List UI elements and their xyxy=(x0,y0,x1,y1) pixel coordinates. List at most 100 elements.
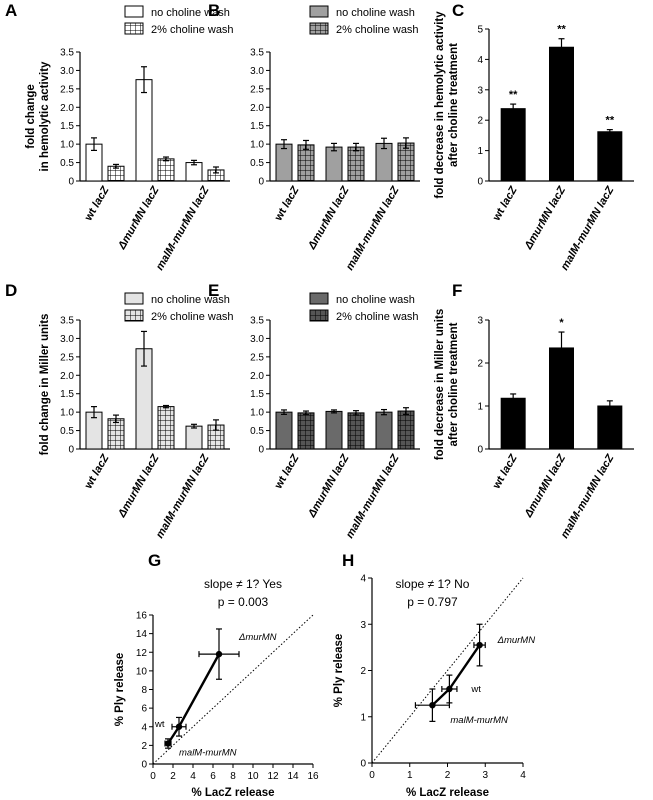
x-category-label: wt lacZ xyxy=(82,183,112,223)
bar xyxy=(500,397,526,450)
y-tick-label: 2.0 xyxy=(60,371,74,382)
x-category-label: wt lacZ xyxy=(490,451,520,491)
y-tick-label: 2 xyxy=(477,116,483,127)
significance-marker: ** xyxy=(509,89,518,101)
y-tick-label: 0 xyxy=(258,445,264,456)
bar xyxy=(347,146,365,182)
significance-marker: ** xyxy=(606,115,615,127)
point-label: ΔmurMN xyxy=(238,632,277,643)
x-category-label: ΔmurMN lacZ xyxy=(522,451,569,520)
y-tick-label: 8 xyxy=(141,685,147,696)
legend-label: no choline wash xyxy=(151,7,230,19)
y-axis-label: after choline treatment xyxy=(448,43,460,167)
legend-swatch xyxy=(124,292,144,305)
x-tick-label: 0 xyxy=(369,770,375,781)
bar xyxy=(157,158,175,182)
bar xyxy=(107,418,125,450)
bar xyxy=(297,144,315,182)
data-point xyxy=(429,701,436,709)
x-category-label: malM-murMN lacZ xyxy=(344,183,402,272)
y-axis-label: in hemolytic activity xyxy=(39,61,51,172)
x-category-label: wt lacZ xyxy=(490,183,520,223)
bar xyxy=(297,412,315,450)
chart-title: slope ≠ 1? Yes xyxy=(204,577,282,591)
x-tick-label: 4 xyxy=(190,771,196,782)
x-tick-label: 14 xyxy=(287,771,299,782)
y-tick-label: 0 xyxy=(68,445,74,456)
y-tick-label: 0 xyxy=(68,177,74,188)
legend-label: 2% choline wash xyxy=(151,24,234,36)
x-category-label: malM-murMN lacZ xyxy=(344,451,402,540)
bar xyxy=(135,79,153,182)
y-tick-label: 0 xyxy=(360,759,366,770)
x-tick-label: 1 xyxy=(407,770,413,781)
significance-marker: * xyxy=(559,317,564,329)
x-tick-label: 16 xyxy=(307,771,319,782)
panel-label: E xyxy=(208,281,219,300)
bar xyxy=(397,410,415,450)
legend-swatch xyxy=(124,309,144,322)
y-axis-label: fold change xyxy=(25,84,37,149)
chart-title: p = 0.797 xyxy=(407,595,458,609)
y-tick-label: 1 xyxy=(477,402,483,413)
panel-label: H xyxy=(342,551,354,570)
panel-label: D xyxy=(5,281,17,300)
chart-title: slope ≠ 1? No xyxy=(396,577,470,591)
panel-label: B xyxy=(208,1,220,20)
y-tick-label: 0 xyxy=(477,177,483,188)
legend-swatch xyxy=(309,5,329,18)
legend-swatch xyxy=(309,22,329,35)
y-axis-label: % Ply release xyxy=(333,634,345,708)
x-tick-label: 4 xyxy=(520,770,526,781)
legend-label: 2% choline wash xyxy=(336,24,419,36)
bar xyxy=(500,108,526,182)
legend-swatch xyxy=(309,292,329,305)
y-tick-label: 3.5 xyxy=(250,316,264,327)
bar xyxy=(325,146,343,182)
data-point xyxy=(164,740,172,747)
x-tick-label: 2 xyxy=(445,770,451,781)
x-axis-label: % LacZ release xyxy=(191,787,274,799)
x-category-label: wt lacZ xyxy=(272,183,302,223)
y-tick-label: 1.0 xyxy=(60,408,74,419)
y-tick-label: 2 xyxy=(141,741,147,752)
y-tick-label: 16 xyxy=(136,611,148,622)
significance-marker: ** xyxy=(557,24,566,36)
bar xyxy=(275,411,293,450)
y-tick-label: 0 xyxy=(258,177,264,188)
y-tick-label: 2.5 xyxy=(250,352,264,363)
fit-line xyxy=(431,644,481,707)
y-tick-label: 3.5 xyxy=(250,48,264,59)
y-tick-label: 0.5 xyxy=(250,158,264,169)
x-category-label: ΔmurMN lacZ xyxy=(306,451,353,520)
bar xyxy=(185,425,203,450)
y-tick-label: 1 xyxy=(477,146,483,157)
x-tick-label: 10 xyxy=(247,771,259,782)
point-label: malM-murMN xyxy=(179,748,237,759)
y-tick-label: 1.5 xyxy=(250,121,264,132)
legend-label: 2% choline wash xyxy=(336,311,419,323)
panel-label: F xyxy=(452,281,462,300)
data-point xyxy=(446,685,453,693)
y-tick-label: 3 xyxy=(360,620,366,631)
panel-f: F 0 1 2 3 fold decrease in Miller units after … xyxy=(434,281,634,541)
panel-label: A xyxy=(5,1,17,20)
y-tick-label: 1.5 xyxy=(250,389,264,400)
x-tick-label: 0 xyxy=(150,771,156,782)
y-tick-label: 3.0 xyxy=(250,66,264,77)
y-tick-label: 3.5 xyxy=(60,316,74,327)
x-tick-label: 2 xyxy=(170,771,176,782)
x-category-label: ΔmurMN lacZ xyxy=(116,183,163,252)
y-tick-label: 2.5 xyxy=(60,352,74,363)
bar xyxy=(597,405,623,450)
y-tick-label: 1.5 xyxy=(60,121,74,132)
y-tick-label: 12 xyxy=(136,648,148,659)
y-tick-label: 0.5 xyxy=(60,158,74,169)
panel-d: D 0 0.5 1.0 1.5 2.0 2.5 3.0 3.5 fold change in Mi… xyxy=(5,281,234,541)
y-tick-label: 2 xyxy=(360,666,366,677)
legend-label: no choline wash xyxy=(336,294,415,306)
x-category-label: ΔmurMN lacZ xyxy=(522,183,569,252)
legend-swatch xyxy=(309,309,329,322)
y-tick-label: 2.0 xyxy=(250,103,264,114)
